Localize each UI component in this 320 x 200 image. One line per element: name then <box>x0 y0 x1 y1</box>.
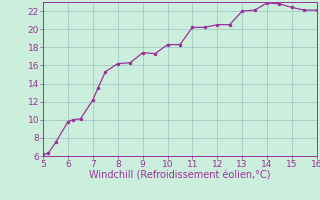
X-axis label: Windchill (Refroidissement éolien,°C): Windchill (Refroidissement éolien,°C) <box>89 171 271 181</box>
